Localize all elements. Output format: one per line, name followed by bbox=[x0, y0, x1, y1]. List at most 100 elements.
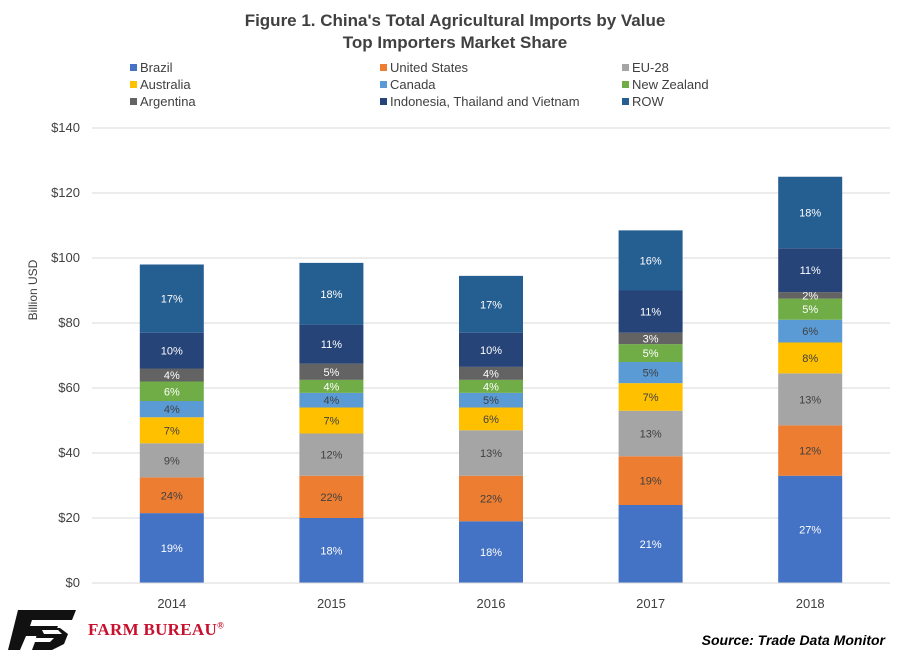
bar-data-label: 6% bbox=[483, 414, 499, 426]
legend-label: New Zealand bbox=[632, 77, 709, 92]
bar-segment bbox=[618, 290, 683, 333]
x-tick-label: 2017 bbox=[636, 596, 665, 611]
bar-data-label: 13% bbox=[480, 448, 502, 460]
legend-label: Canada bbox=[390, 77, 436, 92]
bar-segment bbox=[139, 332, 204, 369]
bar-segment bbox=[618, 410, 683, 457]
legend-swatch bbox=[622, 98, 629, 105]
legend-swatch bbox=[380, 81, 387, 88]
legend-label: Argentina bbox=[140, 94, 196, 109]
bar-data-label: 3% bbox=[643, 333, 659, 345]
bar-segment bbox=[459, 521, 523, 583]
bar-segment bbox=[778, 292, 843, 299]
legend-label: ROW bbox=[632, 94, 665, 109]
bar-segment bbox=[299, 433, 364, 476]
y-tick-label: $20 bbox=[58, 510, 80, 525]
bar-data-label: 4% bbox=[323, 381, 339, 393]
bar-data-label: 18% bbox=[320, 546, 342, 558]
bar-data-label: 9% bbox=[164, 455, 180, 467]
x-tick-label: 2016 bbox=[477, 596, 506, 611]
bar-segment bbox=[618, 456, 683, 505]
bar-segment bbox=[139, 417, 204, 444]
bar-segment bbox=[299, 262, 364, 325]
y-tick-label: $80 bbox=[58, 315, 80, 330]
bar-segment bbox=[139, 264, 204, 333]
bar-data-label: 4% bbox=[164, 404, 180, 416]
bar-segment bbox=[139, 513, 204, 583]
bar-segment bbox=[459, 379, 523, 393]
bar-segment bbox=[459, 475, 523, 522]
bar-data-label: 4% bbox=[323, 395, 339, 407]
bar-data-label: 17% bbox=[161, 294, 183, 306]
bar-segment bbox=[778, 176, 843, 249]
bar-data-label: 7% bbox=[643, 392, 659, 404]
bar-data-label: 7% bbox=[164, 425, 180, 437]
bar-segment bbox=[459, 332, 523, 367]
bar-data-label: 12% bbox=[320, 450, 342, 462]
legend-swatch bbox=[622, 81, 629, 88]
legend-swatch bbox=[622, 64, 629, 71]
bar-data-label: 4% bbox=[483, 381, 499, 393]
bar-data-label: 10% bbox=[480, 345, 502, 357]
bar-data-label: 18% bbox=[799, 208, 821, 220]
bar-segment bbox=[618, 344, 683, 362]
bar-segment bbox=[618, 230, 683, 291]
bar-segment bbox=[778, 425, 843, 476]
legend-swatch bbox=[130, 81, 137, 88]
y-axis: $0 $20 $40 $60 $80 $100 $120 $140 bbox=[51, 120, 80, 590]
bar-segment bbox=[778, 475, 843, 583]
legend-label: Indonesia, Thailand and Vietnam bbox=[390, 94, 580, 109]
farm-bureau-emblem-icon bbox=[8, 610, 76, 650]
bar-segment bbox=[618, 362, 683, 384]
bar-segment bbox=[459, 275, 523, 333]
bar-data-label: 24% bbox=[161, 490, 183, 502]
legend-label: Brazil bbox=[140, 60, 173, 75]
y-tick-label: $120 bbox=[51, 185, 80, 200]
bar-segment bbox=[778, 342, 843, 374]
y-tick-label: $60 bbox=[58, 380, 80, 395]
source-note: Source: Trade Data Monitor bbox=[701, 632, 885, 648]
bar-data-label: 6% bbox=[802, 326, 818, 338]
legend-swatch bbox=[380, 64, 387, 71]
legend-swatch bbox=[380, 98, 387, 105]
bar-data-label: 13% bbox=[640, 429, 662, 441]
bar-segment bbox=[299, 392, 364, 408]
bar-data-label: 5% bbox=[643, 348, 659, 360]
bar-segment bbox=[459, 366, 523, 380]
legend: Brazil United States EU-28 Australia Canada N… bbox=[130, 60, 709, 109]
bar-data-label: 22% bbox=[480, 494, 502, 506]
bar-segment bbox=[139, 477, 204, 514]
bar-data-label: 21% bbox=[640, 539, 662, 551]
bar-data-label: 16% bbox=[640, 255, 662, 267]
legend-label: United States bbox=[390, 60, 469, 75]
bar-segment bbox=[139, 368, 204, 382]
bar-data-label: 11% bbox=[800, 265, 821, 277]
bar-segment bbox=[139, 443, 204, 478]
bar-segment bbox=[618, 383, 683, 411]
bar-segment bbox=[299, 407, 364, 434]
bar-segment bbox=[299, 324, 364, 364]
y-tick-label: $100 bbox=[51, 250, 80, 265]
bar-data-label: 18% bbox=[480, 547, 502, 559]
bar-data-label: 8% bbox=[802, 353, 818, 365]
bar-segment bbox=[459, 407, 523, 431]
y-axis-label: Billion USD bbox=[26, 259, 40, 320]
bar-data-label: 5% bbox=[643, 368, 659, 380]
y-tick-label: $0 bbox=[66, 575, 80, 590]
bar-segment bbox=[139, 401, 204, 418]
farm-bureau-wordmark: FARM BUREAU® bbox=[88, 620, 225, 639]
bar-segment bbox=[618, 505, 683, 583]
bar-segment bbox=[459, 392, 523, 408]
bar-segment bbox=[778, 319, 843, 343]
bar-data-label: 11% bbox=[640, 307, 661, 319]
bar-data-label: 19% bbox=[161, 543, 183, 555]
x-tick-label: 2018 bbox=[796, 596, 825, 611]
bar-data-label: 5% bbox=[483, 395, 499, 407]
legend-label: Australia bbox=[140, 77, 191, 92]
bar-data-label: 12% bbox=[799, 446, 821, 458]
bar-segment bbox=[618, 332, 683, 345]
farm-bureau-logo: FARM BUREAU® bbox=[8, 608, 224, 652]
bar-data-label: 5% bbox=[802, 304, 818, 316]
bar-data-label: 10% bbox=[161, 346, 183, 358]
